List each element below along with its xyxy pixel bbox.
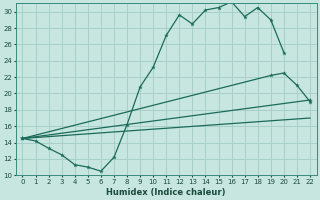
- X-axis label: Humidex (Indice chaleur): Humidex (Indice chaleur): [107, 188, 226, 197]
